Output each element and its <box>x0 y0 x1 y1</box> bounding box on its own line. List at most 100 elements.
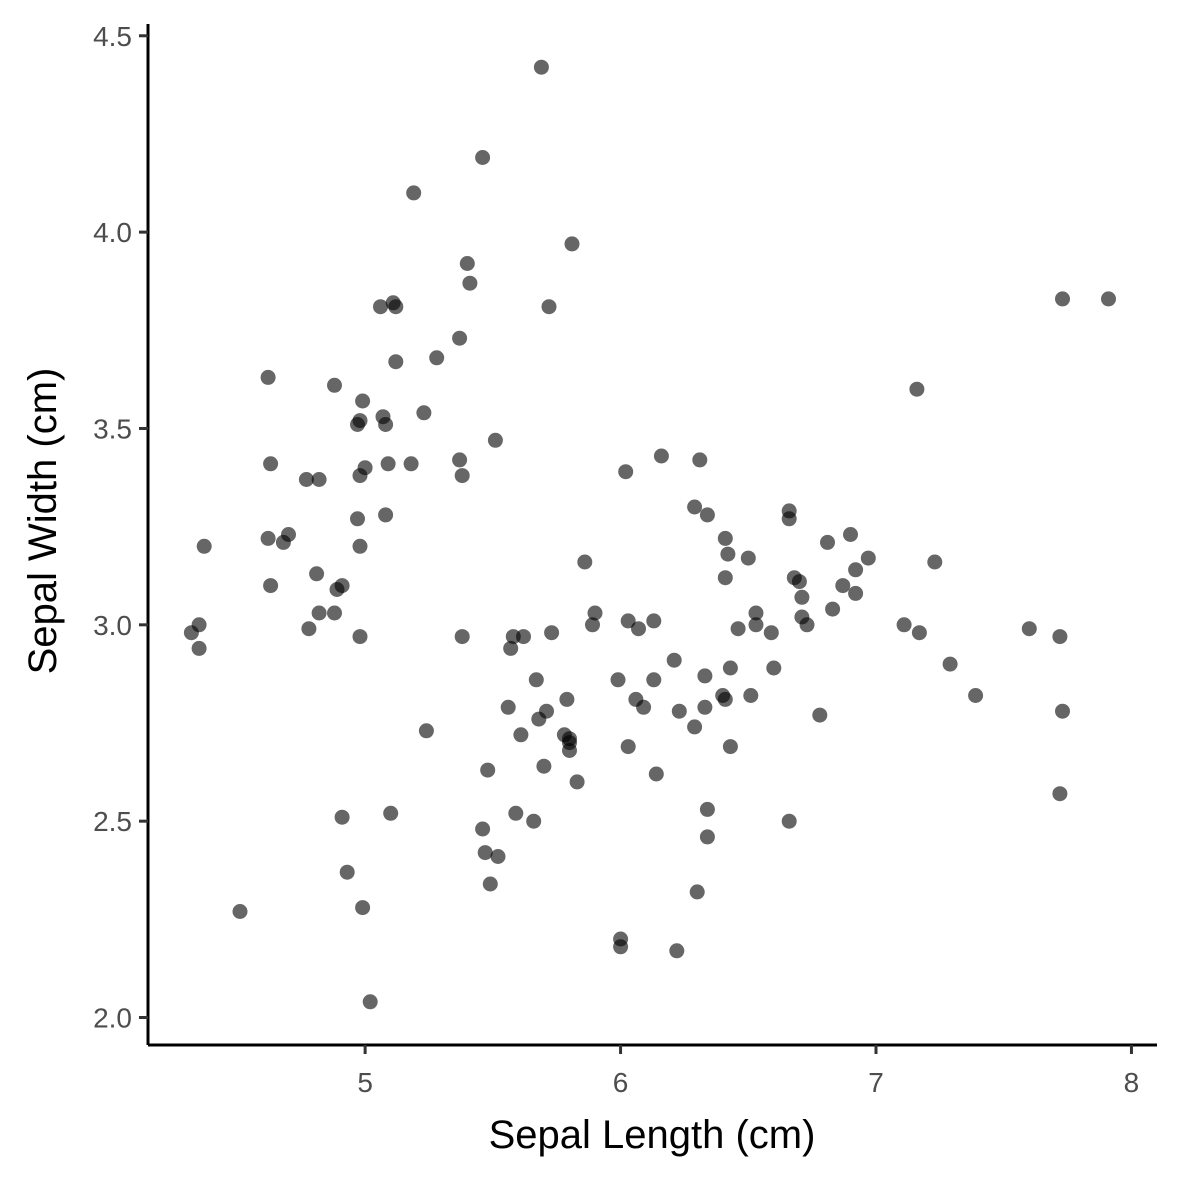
data-point <box>669 943 685 959</box>
data-point <box>692 452 708 468</box>
data-point <box>503 640 519 656</box>
data-point <box>311 605 327 621</box>
data-point <box>508 805 524 821</box>
data-point <box>1021 621 1037 637</box>
x-tick-label: 8 <box>1124 1067 1140 1098</box>
data-point <box>610 672 626 688</box>
data-point <box>475 150 491 165</box>
y-tick-label: 2.5 <box>93 806 132 837</box>
data-point <box>418 723 434 739</box>
data-point <box>812 707 828 723</box>
data-points <box>183 59 1116 1010</box>
data-point <box>687 499 703 515</box>
data-point <box>454 629 470 645</box>
data-point <box>794 589 810 605</box>
data-point <box>452 452 468 468</box>
data-point <box>500 699 516 715</box>
data-point <box>927 554 943 570</box>
data-point <box>191 640 207 656</box>
x-tick-label: 7 <box>868 1067 884 1098</box>
y-axis-title: Sepal Width (cm) <box>21 368 65 675</box>
data-point <box>298 472 314 487</box>
y-tick-label: 3.0 <box>93 610 132 641</box>
data-point <box>454 468 470 484</box>
y-tick-label: 4.0 <box>93 217 132 248</box>
data-point <box>327 377 342 393</box>
data-point <box>462 275 478 291</box>
data-point <box>722 739 738 755</box>
data-point <box>636 699 652 715</box>
data-point <box>383 805 399 821</box>
data-point <box>378 507 394 523</box>
data-point <box>911 625 927 641</box>
data-point <box>388 299 404 315</box>
data-point <box>577 554 593 570</box>
data-point <box>722 660 738 676</box>
data-point <box>490 849 506 864</box>
data-point <box>355 393 371 409</box>
data-point <box>699 829 715 845</box>
y-axis: 2.0 2.5 3.0 3.5 4.0 4.5 <box>93 21 150 1045</box>
data-point <box>646 672 662 688</box>
data-point <box>699 507 715 523</box>
data-point <box>781 511 797 527</box>
data-point <box>835 578 851 594</box>
data-point <box>334 809 350 825</box>
data-point <box>309 566 325 582</box>
data-point <box>618 464 634 480</box>
data-point <box>843 527 858 542</box>
data-point <box>487 432 503 448</box>
data-point <box>646 613 662 629</box>
data-point <box>968 688 984 703</box>
data-point <box>564 236 580 252</box>
data-point <box>848 562 864 578</box>
data-point <box>260 369 276 385</box>
data-point <box>942 656 958 672</box>
data-point <box>191 617 207 633</box>
data-point <box>526 813 542 829</box>
data-point <box>748 617 764 633</box>
data-point <box>559 691 575 707</box>
data-point <box>406 185 422 201</box>
data-point <box>301 621 317 637</box>
data-point <box>513 727 529 743</box>
data-point <box>373 299 388 315</box>
data-point <box>848 585 864 601</box>
data-point <box>544 625 560 641</box>
data-point <box>352 629 368 645</box>
data-point <box>671 703 687 719</box>
data-point <box>260 530 276 546</box>
data-point <box>357 460 373 476</box>
data-point <box>1055 703 1070 719</box>
data-point <box>480 762 496 778</box>
data-point <box>730 621 746 637</box>
data-point <box>482 876 498 892</box>
data-point <box>232 904 248 919</box>
data-point <box>620 739 636 755</box>
data-point <box>562 731 577 747</box>
data-point <box>697 699 713 715</box>
data-point <box>820 534 835 550</box>
data-point <box>860 550 876 566</box>
data-point <box>763 625 779 641</box>
data-point <box>355 900 371 916</box>
data-point <box>687 719 703 735</box>
data-point <box>327 605 342 621</box>
data-point <box>717 691 733 707</box>
data-point <box>528 672 544 688</box>
data-point <box>791 574 807 590</box>
data-point <box>429 350 445 366</box>
data-point <box>281 527 296 542</box>
data-point <box>1052 629 1068 645</box>
data-point <box>587 605 603 621</box>
data-point <box>1101 291 1116 307</box>
data-point <box>585 617 600 633</box>
data-point <box>378 417 394 432</box>
data-point <box>699 801 715 817</box>
data-point <box>533 59 549 75</box>
data-point <box>743 688 759 703</box>
data-point <box>477 845 493 861</box>
data-point <box>666 652 682 668</box>
data-point <box>416 405 432 421</box>
data-point <box>799 617 815 633</box>
